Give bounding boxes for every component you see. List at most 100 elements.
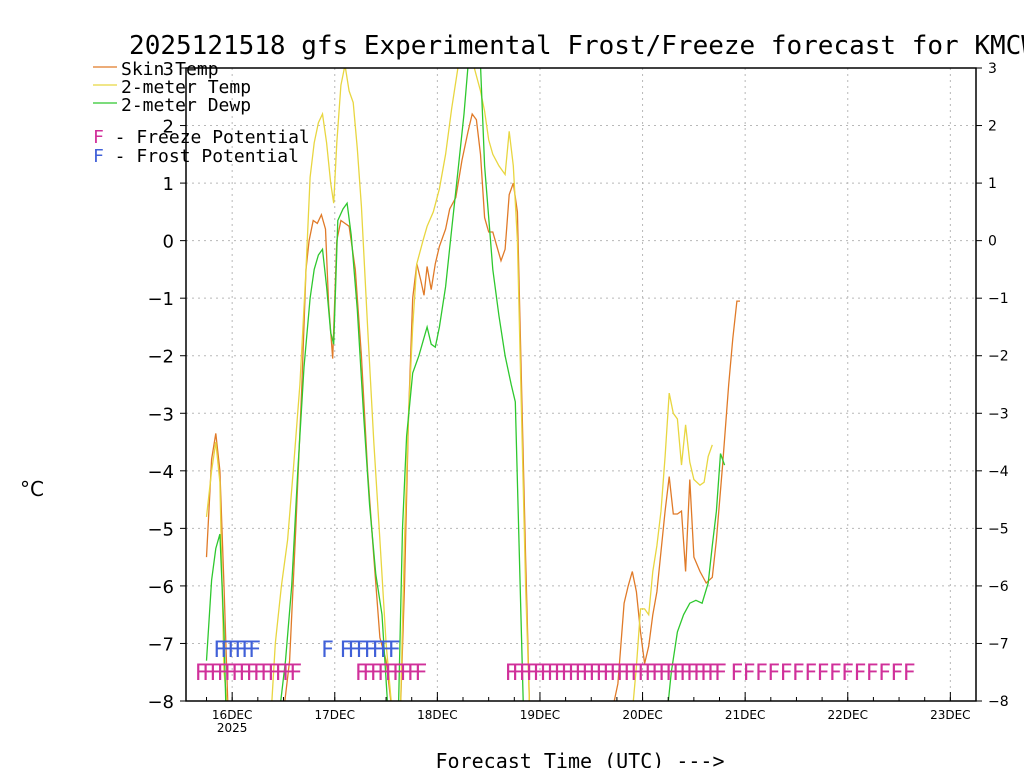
frost-potential-mark: F (388, 638, 401, 663)
freeze-potential-mark: F (533, 661, 546, 686)
potential-legend-label: - Freeze Potential (104, 127, 310, 148)
freeze-potential-mark: F (658, 661, 671, 686)
y-tick-label-right: −1 (988, 291, 1009, 307)
freeze-potential-mark: F (768, 661, 781, 686)
legend-label: 2-meter Dewp (121, 95, 251, 116)
y-tick-label-left: −4 (147, 462, 174, 483)
x-axis-label: Forecast Time (UTC) ---> (436, 749, 725, 768)
freeze-potential-mark: F (804, 661, 817, 686)
y-axis-left: −8 −7 −6 −5 −4 −3 −2 −1 0 1 2 3 (147, 59, 186, 713)
freeze-potential-mark: F (260, 661, 273, 686)
y-tick-label-left: 0 (163, 232, 174, 253)
frost-potential-mark: F (248, 638, 261, 663)
y-tick-label-left: 3 (163, 59, 174, 80)
frost-potential-mark: F (364, 638, 377, 663)
frost-potential-mark: F (214, 638, 227, 663)
series-skin-temp (205, 112, 740, 701)
freeze-potential-mark: F (603, 661, 616, 686)
y-tick-label-left: −1 (147, 289, 174, 310)
freeze-potential-mark: F (400, 661, 413, 686)
freeze-potential-mark: F (610, 661, 623, 686)
freeze-potential-mark: F (195, 661, 208, 686)
series-2-meter-dewp (205, 68, 726, 701)
series-2-meter-temp (205, 68, 713, 701)
freeze-potential-mark: F (540, 661, 553, 686)
y-tick-label-left: 1 (163, 174, 174, 195)
freeze-potential-mark: F (385, 661, 398, 686)
freeze-potential-mark: F (589, 661, 602, 686)
x-tick-label: 16DEC (212, 708, 252, 722)
frost-potential-mark: F (321, 638, 334, 663)
freeze-potential-mark: F (637, 661, 650, 686)
freeze-potential-mark: F (903, 661, 916, 686)
freeze-potential-mark: F (275, 661, 288, 686)
x-tick-label: 22DEC (828, 708, 868, 722)
freeze-potential-mark: F (841, 661, 854, 686)
freeze-potential-mark: F (246, 661, 259, 686)
y-tick-label-right: −5 (988, 521, 1009, 537)
freeze-potential-mark: F (370, 661, 383, 686)
freeze-potential-mark: F (829, 661, 842, 686)
y-tick-label-right: −2 (988, 349, 1009, 365)
freeze-potential-mark: F (512, 661, 525, 686)
freeze-potential-mark: F (289, 661, 302, 686)
freeze-potential-mark: F (665, 661, 678, 686)
freeze-potential-mark: F (714, 661, 727, 686)
freeze-potential-mark: F (268, 661, 281, 686)
y-tick-label-left: −5 (147, 519, 174, 540)
freeze-potential-mark: F (575, 661, 588, 686)
freeze-potential-mark: F (526, 661, 539, 686)
x-tick-label: 19DEC (520, 708, 560, 722)
freeze-potential-mark: F (686, 661, 699, 686)
freeze-potential-mark: F (505, 661, 518, 686)
freeze-potential-mark: F (239, 661, 252, 686)
y-tick-label-right: 1 (988, 176, 997, 192)
freeze-potential-mark: F (630, 661, 643, 686)
potential-legend-letter: F (93, 127, 104, 148)
potential-legend-entry: F - Frost Potential (93, 146, 299, 167)
freeze-potential-mark: F (700, 661, 713, 686)
freeze-potential-mark: F (210, 661, 223, 686)
frost-potential-mark: F (340, 638, 353, 663)
freeze-potential-mark: F (519, 661, 532, 686)
y-tick-label-left: −7 (147, 634, 174, 655)
y-tick-label-left: −2 (147, 347, 174, 368)
y-tick-label-right: −7 (988, 636, 1009, 652)
freeze-potential-mark: F (679, 661, 692, 686)
freeze-potential-mark: F (891, 661, 904, 686)
freeze-potential-mark: F (253, 661, 266, 686)
freeze-potential-mark: F (792, 661, 805, 686)
freeze-potential-mark: F (780, 661, 793, 686)
frost-potential-mark: F (348, 638, 361, 663)
freeze-potential-mark: F (854, 661, 867, 686)
y-tick-label-left: 2 (163, 117, 174, 138)
y-tick-label-right: −4 (988, 464, 1009, 480)
frost-potential-mark: F (380, 638, 393, 663)
freeze-potential-mark: F (363, 661, 376, 686)
freeze-potential-mark: F (377, 661, 390, 686)
y-tick-label-right: −8 (988, 694, 1009, 710)
freeze-potential-mark: F (561, 661, 574, 686)
freeze-potential-mark: F (282, 661, 295, 686)
freeze-potential-mark: F (407, 661, 420, 686)
freeze-potential-mark: F (224, 661, 237, 686)
potential-legend-entry: F - Freeze Potential (93, 127, 310, 148)
freeze-potential-mark: F (878, 661, 891, 686)
freeze-potential-mark: F (743, 661, 756, 686)
chart-title: 2025121518 gfs Experimental Frost/Freeze… (129, 31, 1024, 61)
freeze-potential-mark: F (596, 661, 609, 686)
freeze-potential-mark: F (582, 661, 595, 686)
freeze-potential-mark: F (624, 661, 637, 686)
plot-frame (185, 67, 977, 702)
freeze-potential-mark: F (707, 661, 720, 686)
frost-potential-mark: F (372, 638, 385, 663)
freeze-potential-mark: F (817, 661, 830, 686)
y-axis-label: °C (20, 477, 44, 501)
freeze-potential-mark: F (617, 661, 630, 686)
freeze-potential-mark: F (355, 661, 368, 686)
